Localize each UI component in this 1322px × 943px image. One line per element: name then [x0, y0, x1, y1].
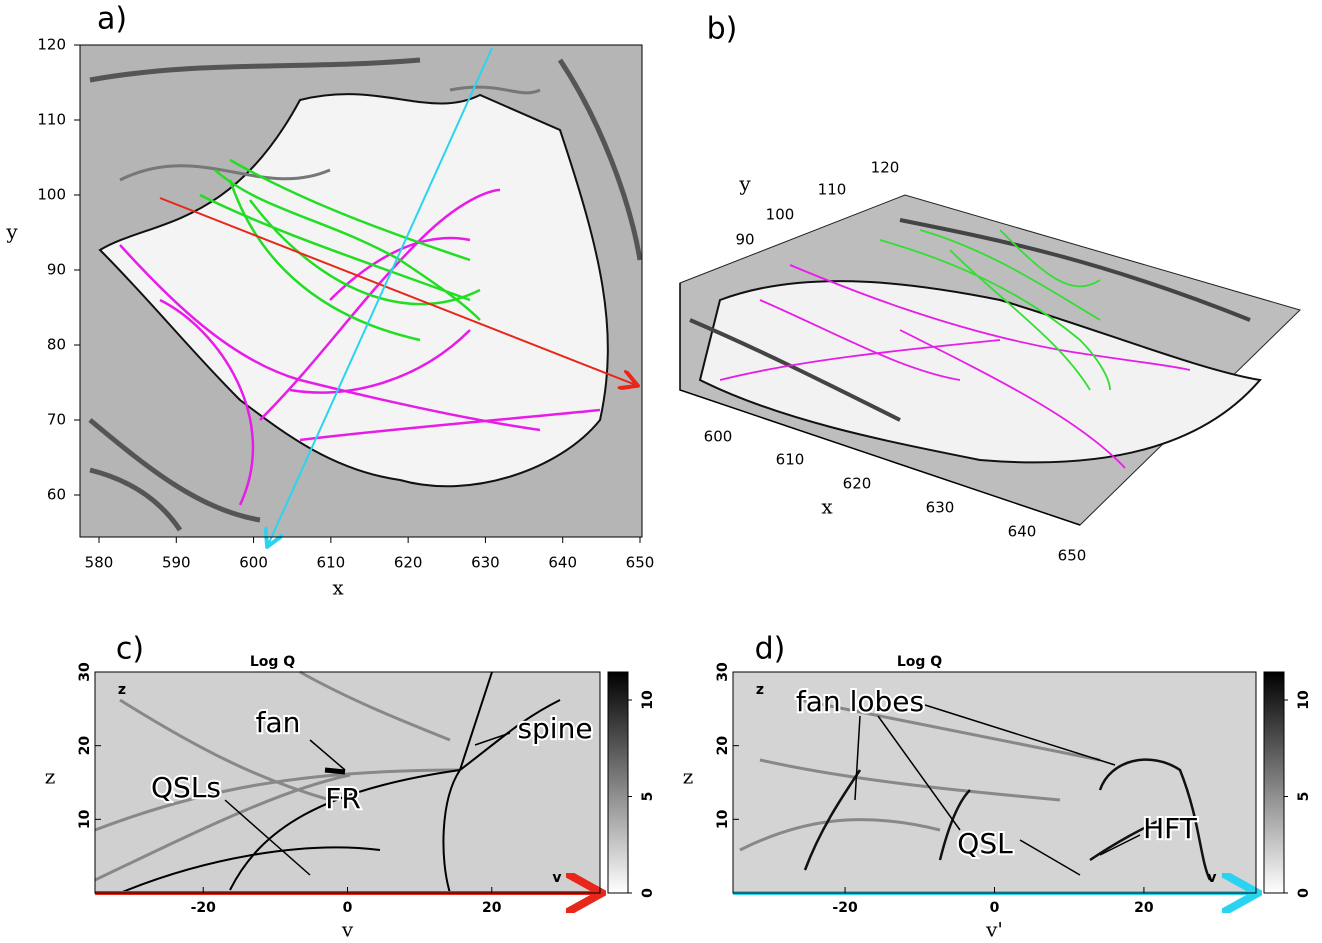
x-tick-label: 640: [548, 554, 577, 572]
x-tick-label: 630: [471, 554, 500, 572]
y-tick-label: 90: [47, 261, 66, 279]
annotation: HFT: [1143, 812, 1198, 845]
panel-d-image: [732, 671, 1285, 893]
inner-label: z: [118, 682, 126, 698]
y-tick-label: 80: [47, 336, 66, 354]
y-tick-label: 10: [715, 809, 731, 829]
x-axis-label: x: [821, 495, 833, 519]
x-tick-label: 20: [1134, 900, 1154, 916]
x-tick-label: 580: [85, 554, 114, 572]
x-tick-label: 20: [482, 900, 502, 916]
y-tick-label: 30: [77, 662, 93, 682]
inner-label: z: [756, 682, 764, 698]
annotation: fan lobes: [796, 685, 924, 718]
x-tick-label: -20: [191, 900, 217, 916]
x-tick-label: 640: [1008, 523, 1037, 541]
annotation: fan: [256, 706, 301, 739]
y-tick-label: 20: [77, 736, 93, 756]
x-tick-label: 0: [343, 900, 353, 916]
panel-label: a): [97, 2, 127, 37]
colorbar-tick-label: 10: [1296, 690, 1312, 710]
x-tick-label: 620: [843, 475, 872, 493]
y-tick-label: 110: [37, 111, 66, 129]
panel-b-image: [679, 194, 1301, 526]
y-axis-label: y: [5, 220, 18, 244]
panel-label: c): [116, 632, 144, 667]
x-tick-label: 650: [626, 554, 655, 572]
annotation: QSL: [957, 827, 1013, 860]
y-tick-label: 120: [37, 36, 66, 54]
colorbar-tick-label: 10: [640, 690, 656, 710]
y-tick-label: 90: [735, 231, 754, 249]
x-tick-label: 590: [162, 554, 191, 572]
x-tick-label: 650: [1058, 547, 1087, 565]
y-tick-label: 100: [766, 206, 795, 224]
y-tick-label: 110: [818, 181, 847, 199]
x-tick-label: 620: [394, 554, 423, 572]
annotation: spine: [517, 712, 592, 745]
colorbar-tick-label: 5: [1296, 792, 1312, 802]
colorbar-tick-label: 0: [1296, 888, 1312, 898]
x-tick-label: 0: [990, 900, 1000, 916]
inner-label: v: [552, 870, 561, 886]
x-tick-label: 630: [926, 499, 955, 517]
x-axis-label: v: [341, 918, 354, 942]
colorbar-tick-label: 0: [640, 888, 656, 898]
x-tick-label: 610: [776, 451, 805, 469]
y-axis-label: z: [45, 765, 56, 789]
y-tick-label: 20: [715, 736, 731, 756]
panel-a-image: [79, 44, 643, 545]
panel-label: b): [707, 12, 738, 47]
x-axis-label: x: [332, 576, 344, 600]
y-tick-label: 120: [871, 159, 900, 177]
y-tick-label: 30: [715, 662, 731, 682]
panel-title: Log Q: [250, 654, 295, 670]
x-tick-label: -20: [832, 900, 858, 916]
colorbar-tick-label: 5: [640, 792, 656, 802]
x-axis-label: v': [985, 918, 1003, 942]
inner-label: v: [1207, 870, 1216, 886]
panel-title: Log Q: [897, 654, 942, 670]
panel-c-image: [94, 670, 629, 893]
annotation: FR: [325, 782, 361, 815]
y-axis-label: y: [738, 172, 751, 196]
y-tick-label: 70: [47, 411, 66, 429]
y-tick-label: 10: [77, 809, 93, 829]
y-axis-label: z: [683, 765, 694, 789]
y-tick-label: 60: [47, 486, 66, 504]
annotation: QSLs: [151, 771, 221, 804]
x-tick-label: 610: [317, 554, 346, 572]
y-tick-label: 100: [37, 186, 66, 204]
x-tick-label: 600: [239, 554, 268, 572]
panel-label: d): [755, 632, 786, 667]
x-tick-label: 600: [704, 428, 733, 446]
